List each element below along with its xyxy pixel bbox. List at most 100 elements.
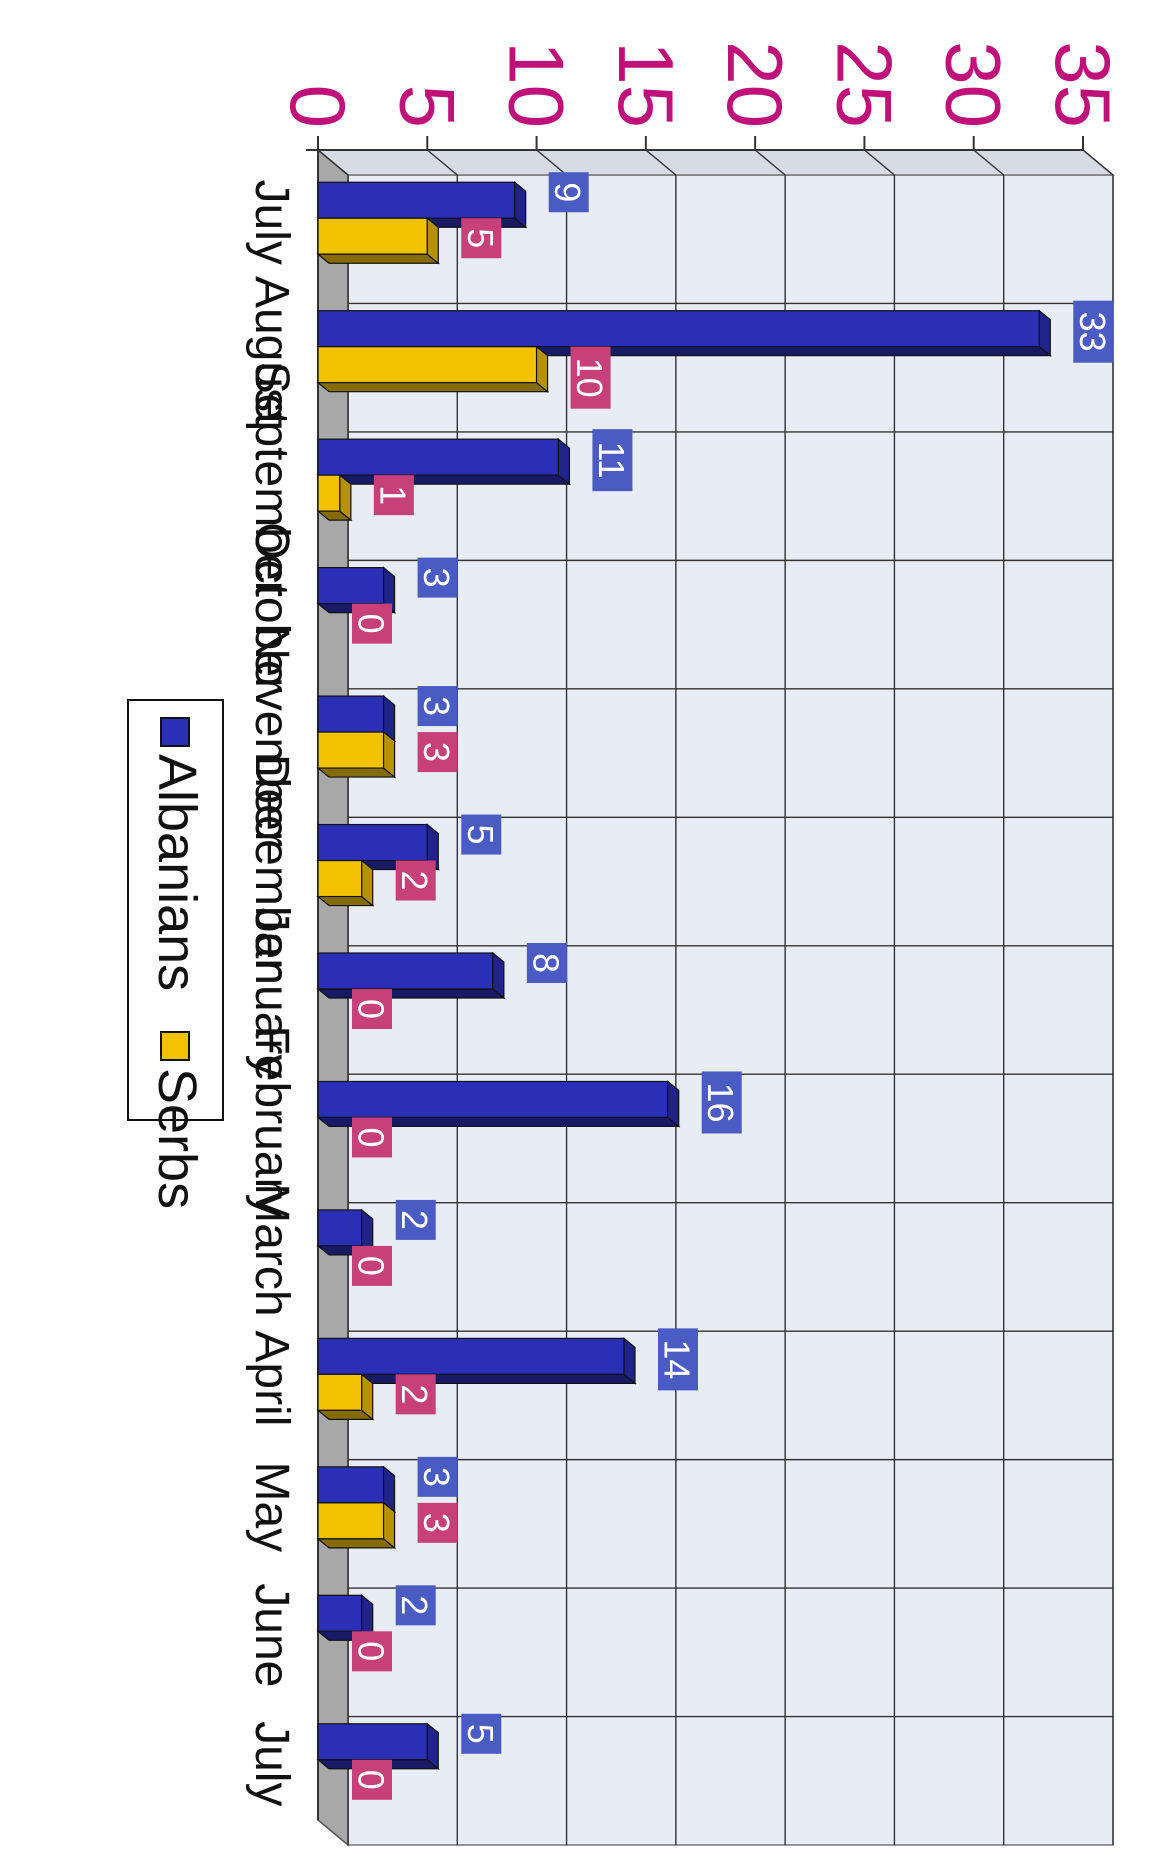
bar-side-albanians [316, 474, 572, 485]
bar-serbs [317, 474, 341, 512]
data-label-bg-serbs [352, 1245, 392, 1286]
x-tick-label: September [245, 362, 298, 597]
data-label-albanians: 8 [525, 953, 566, 973]
bar-top-serbs [426, 216, 439, 265]
bar-albanians [317, 1209, 363, 1247]
gridline-side [754, 149, 786, 176]
data-label-albanians: 11 [591, 441, 632, 478]
data-label-bg-serbs [352, 989, 392, 1029]
bar-top-serbs [361, 859, 374, 907]
data-label-bg-albanians [461, 814, 502, 855]
x-tick-label: December [245, 754, 298, 975]
y-tick-label: 10 [493, 41, 581, 128]
legend-box [127, 699, 224, 1121]
data-label-bg-serbs [352, 1631, 392, 1672]
data-label-serbs: 3 [416, 1513, 457, 1533]
y-tick-label: 5 [383, 85, 471, 128]
y-tick-label: 15 [602, 41, 690, 128]
data-label-albanians: 3 [416, 1467, 457, 1487]
data-label-bg-albanians [395, 1199, 436, 1240]
y-tick-label: 0 [274, 85, 362, 128]
x-tick-label: January [245, 908, 298, 1079]
gridline-side [863, 149, 895, 176]
bar-top-albanians [623, 1337, 636, 1385]
x-tick-label: July [245, 180, 298, 265]
data-label-bg-serbs [417, 1502, 458, 1543]
data-label-serbs: 5 [460, 228, 501, 248]
legend-swatch-albanians [160, 717, 190, 747]
data-label-albanians: 5 [460, 825, 501, 845]
bar-top-albanians [492, 951, 505, 1000]
bar-top-albanians [514, 180, 527, 229]
bar-side-serbs [316, 253, 440, 264]
chart-side-wall [315, 149, 1116, 176]
data-label-serbs: 3 [416, 742, 457, 762]
x-tick-label: August [245, 276, 298, 425]
bar-side-serbs [316, 1538, 397, 1549]
bar-side-serbs [316, 767, 397, 778]
data-label-serbs: 0 [351, 1256, 392, 1276]
bar-albanians [317, 823, 428, 862]
legend-label-serbs: Serbs [147, 1068, 207, 1209]
data-label-albanians: 33 [1072, 312, 1113, 352]
y-tick-label: 20 [711, 41, 799, 128]
y-tick-label: 30 [930, 41, 1018, 128]
x-tick-label: February [245, 1025, 298, 1217]
chart-back-wall [347, 174, 1114, 1846]
data-label-bg-serbs [373, 475, 414, 516]
x-tick-label: June [245, 1583, 298, 1687]
data-label-serbs: 0 [351, 1770, 392, 1790]
data-label-bg-serbs [570, 346, 611, 409]
bar-albanians [317, 952, 494, 990]
y-tick-label: 25 [820, 41, 908, 128]
data-label-serbs: 1 [372, 485, 413, 505]
gridline-side [973, 149, 1005, 176]
bar-top-serbs [382, 1501, 396, 1550]
bar-top-albanians [667, 1080, 680, 1128]
data-label-albanians: 2 [394, 1210, 435, 1230]
data-label-bg-serbs [395, 860, 436, 901]
data-label-albanians: 3 [416, 568, 457, 588]
data-label-serbs: 0 [351, 614, 392, 634]
bar-albanians [317, 310, 1040, 348]
data-label-bg-albanians [658, 1328, 698, 1391]
bar-top-serbs [382, 730, 396, 779]
data-label-bg-albanians [417, 686, 458, 727]
gridline-side [645, 149, 677, 176]
data-label-bg-albanians [592, 429, 633, 492]
bar-albanians [317, 695, 385, 733]
data-label-serbs: 10 [569, 358, 610, 398]
data-label-albanians: 2 [394, 1595, 435, 1615]
data-label-albanians: 3 [416, 696, 457, 716]
data-label-serbs: 0 [351, 1641, 392, 1661]
bar-albanians [317, 567, 385, 605]
bar-top-serbs [535, 345, 549, 393]
data-label-serbs: 0 [351, 999, 392, 1019]
bar-albanians [317, 1466, 385, 1504]
x-tick-label: April [245, 1330, 298, 1426]
bar-serbs [317, 346, 538, 384]
bar-serbs [317, 1502, 385, 1540]
gridline-side [426, 149, 458, 176]
data-label-bg-albanians [461, 1713, 502, 1754]
data-label-bg-albanians [701, 1071, 742, 1134]
x-tick-label: July [245, 1721, 298, 1806]
data-label-bg-albanians [417, 557, 458, 598]
bar-top-albanians [382, 566, 396, 614]
data-label-albanians: 5 [460, 1724, 501, 1744]
bar-top-serbs [339, 473, 352, 522]
data-label-bg-serbs [352, 603, 392, 644]
data-label-bg-albanians [548, 172, 589, 213]
bar-side-serbs [316, 382, 550, 393]
x-tick-label: October [245, 522, 298, 693]
bar-side-albanians [316, 988, 506, 999]
bar-serbs [317, 1373, 363, 1411]
bar-top-albanians [557, 437, 571, 486]
legend-label-albanians: Albanians [147, 754, 207, 991]
data-label-bg-serbs [352, 1759, 392, 1800]
data-label-albanians: 9 [547, 182, 588, 202]
x-tick-label: May [245, 1462, 298, 1553]
bar-albanians [317, 1080, 669, 1119]
bar-albanians [317, 1723, 428, 1761]
